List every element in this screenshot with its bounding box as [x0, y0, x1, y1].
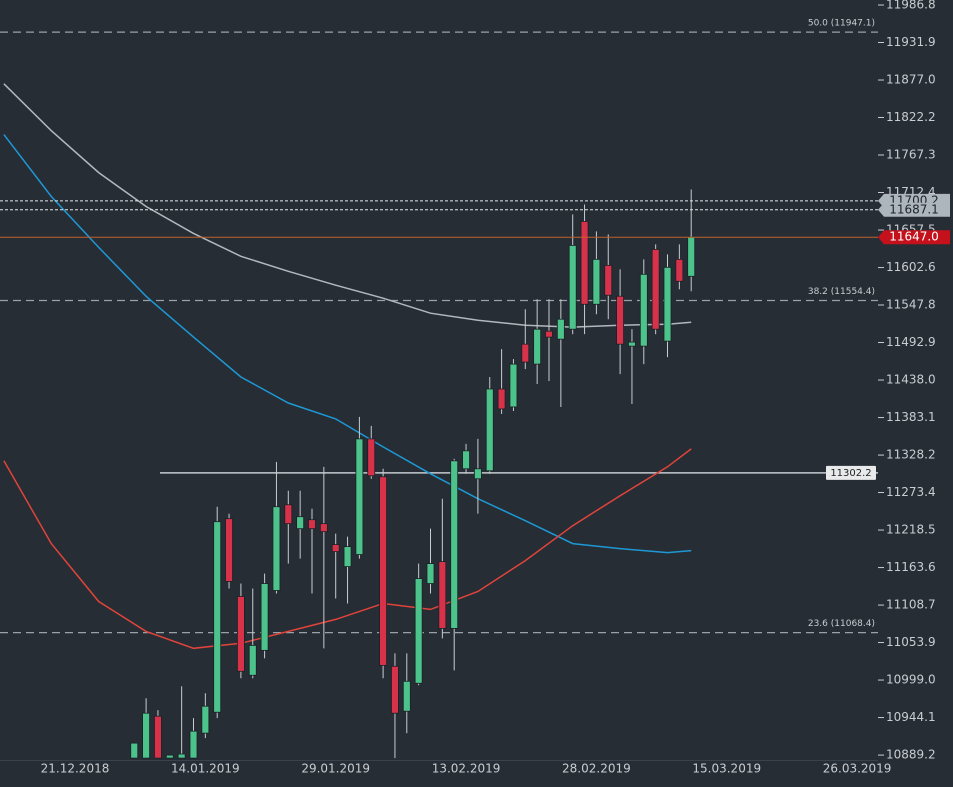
candle-body	[177, 753, 186, 759]
candle-body	[260, 583, 269, 651]
candle-body	[355, 438, 364, 555]
candle-body	[213, 521, 222, 713]
y-tick-label: 11931.9	[886, 35, 936, 49]
y-tick-label: 11273.4	[886, 485, 936, 499]
y-tick-label: 11547.8	[886, 297, 936, 311]
y-tick-label: 11053.9	[886, 635, 936, 649]
candle-body	[462, 450, 470, 470]
candle-body	[402, 680, 411, 712]
candle-body	[319, 523, 328, 533]
x-tick-label: 21.12.2018	[41, 762, 110, 776]
price-tag-label: 11687.1	[889, 202, 939, 216]
candle-body	[426, 563, 435, 584]
candle-body	[296, 516, 305, 530]
plot-area	[0, 31, 878, 759]
candle-body	[521, 343, 530, 363]
candle-body	[604, 264, 613, 296]
candle-body	[687, 236, 696, 277]
candle-body	[509, 363, 518, 408]
candle-body	[485, 388, 494, 472]
candle-body	[545, 330, 553, 338]
candle-body	[533, 328, 542, 365]
candle-body	[154, 715, 162, 759]
candle-body	[580, 221, 589, 305]
y-tick-label: 10944.1	[886, 710, 936, 724]
y-tick-label: 11986.8	[886, 0, 936, 11]
x-tick-label: 14.01.2019	[171, 762, 240, 776]
y-tick-label: 11108.7	[886, 598, 936, 612]
candle-body	[450, 460, 459, 629]
y-tick-label: 10889.2	[886, 748, 936, 762]
horizontal-line-label: 11302.2	[830, 468, 871, 479]
candle-body	[189, 730, 198, 759]
candle-body	[165, 754, 174, 759]
x-tick-label: 13.02.2019	[432, 762, 501, 776]
price-tag	[878, 202, 950, 217]
candle-body	[556, 318, 565, 340]
candle-body	[391, 665, 399, 714]
y-tick-label: 11767.3	[886, 147, 936, 161]
candle-body	[331, 544, 340, 553]
candle-body	[379, 476, 388, 666]
candle-body	[225, 518, 233, 582]
y-tick-label: 11328.2	[886, 448, 936, 462]
x-tick-label: 29.01.2019	[301, 762, 370, 776]
y-tick-label: 11602.6	[886, 260, 936, 274]
x-tick-label: 15.03.2019	[692, 762, 761, 776]
y-tick-label: 11492.9	[886, 335, 936, 349]
candle-body	[663, 266, 672, 342]
moving-average	[3, 83, 692, 328]
y-tick-label: 11383.1	[886, 410, 936, 424]
y-tick-label: 10999.0	[886, 673, 936, 687]
candle-body	[675, 258, 684, 282]
candle-body	[130, 742, 139, 759]
candle-body	[473, 468, 482, 480]
candle-body	[628, 341, 636, 347]
fib-label: 23.6 (11068.4)	[808, 619, 875, 629]
candle-body	[367, 438, 376, 477]
y-tick-label: 11218.5	[886, 523, 936, 537]
candle-body	[142, 712, 151, 759]
candle-body	[248, 644, 257, 676]
x-tick-label: 26.03.2019	[823, 762, 892, 776]
candle-body	[616, 295, 624, 345]
y-tick-label: 11822.2	[886, 110, 936, 124]
moving-average	[3, 448, 692, 650]
y-tick-label: 11877.0	[886, 73, 936, 87]
y-tick-label: 11163.6	[886, 560, 936, 574]
candle-body	[414, 578, 423, 684]
price-tag	[878, 230, 950, 245]
y-tick-label: 11438.0	[886, 373, 936, 387]
horizontal-line-tag	[826, 465, 876, 480]
candle-body	[343, 546, 352, 568]
candle-body	[236, 596, 245, 672]
candle-body	[568, 245, 577, 330]
candle-body	[639, 273, 648, 347]
candle-body	[497, 388, 506, 410]
candle-body	[308, 519, 316, 530]
fib-label: 50.0 (11947.1)	[808, 19, 875, 29]
candle-body	[201, 705, 210, 734]
fib-label: 38.2 (11554.4)	[808, 287, 875, 297]
x-tick-label: 28.02.2019	[562, 762, 631, 776]
candle-body	[651, 248, 660, 330]
candle-body	[592, 258, 601, 305]
candle-body	[272, 506, 281, 591]
candle-body	[284, 504, 293, 525]
candle-body	[438, 561, 447, 629]
price-tag-label: 11647.0	[889, 230, 939, 244]
